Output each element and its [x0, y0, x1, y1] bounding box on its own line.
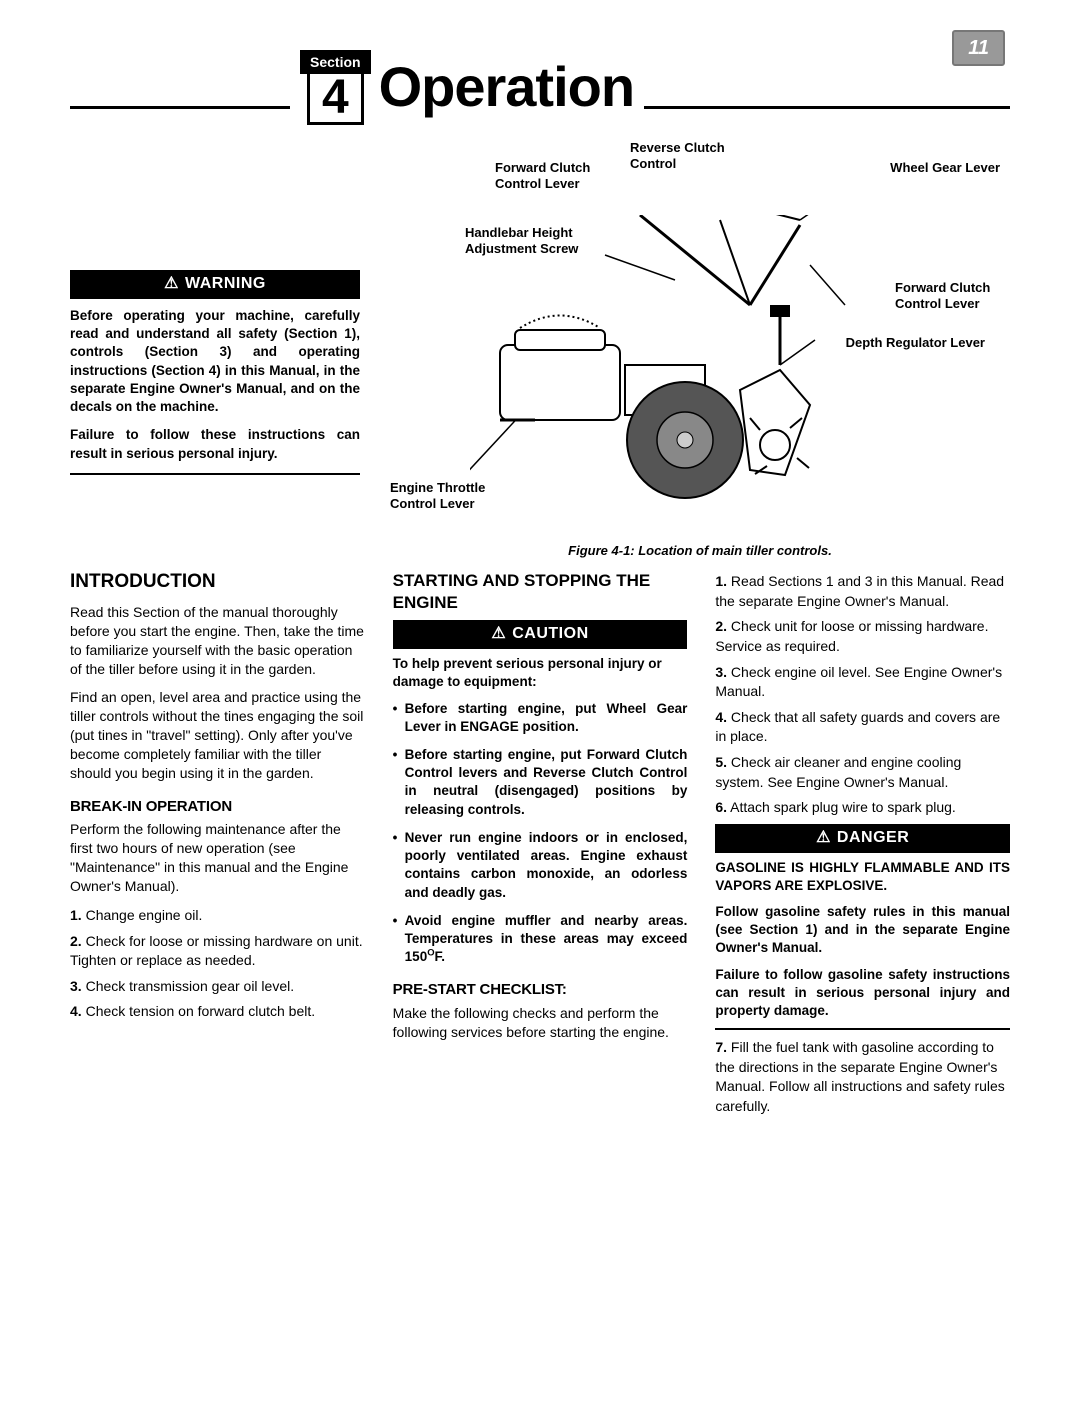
label-forward-clutch-1: Forward Clutch Control Lever [495, 160, 595, 191]
list-item: 7. Fill the fuel tank with gasoline acco… [715, 1038, 1010, 1116]
bullet-item: Never run engine indoors or in enclosed,… [393, 829, 688, 902]
list-item: 5. Check air cleaner and engine cooling … [715, 753, 1010, 792]
starting-heading: STARTING AND STOPPING THE ENGINE [393, 570, 688, 614]
item-text: Change engine oil. [86, 907, 203, 923]
warning-text-2: Failure to follow these instructions can… [70, 426, 360, 462]
item-text: Fill the fuel tank with gasoline accordi… [715, 1039, 1004, 1114]
tiller-icon [470, 215, 880, 535]
label-forward-clutch-2: Forward Clutch Control Lever [895, 280, 995, 311]
item-text: Check for loose or missing hardware on u… [70, 933, 363, 969]
bullet-item: Avoid engine muffler and nearby areas. T… [393, 912, 688, 967]
section-title: Operation [379, 51, 634, 124]
item-text: Check tension on forward clutch belt. [86, 1003, 316, 1019]
list-item: 2. Check unit for loose or missing hardw… [715, 617, 1010, 656]
breakin-p: Perform the following maintenance after … [70, 820, 365, 896]
column-3: 1. Read Sections 1 and 3 in this Manual.… [715, 570, 1010, 1122]
item-text: Check that all safety guards and covers … [715, 709, 1000, 745]
bullet-item: Before starting engine, put Wheel Gear L… [393, 700, 688, 736]
item-text: Check engine oil level. See Engine Owner… [715, 664, 1002, 700]
list-item: 6. Attach spark plug wire to spark plug. [715, 798, 1010, 818]
danger-header: DANGER [715, 824, 1010, 853]
list-item: 2. Check for loose or missing hardware o… [70, 932, 365, 971]
section-header: Section 4 Operation [70, 50, 1010, 125]
warning-rule [70, 473, 360, 475]
page-number: 11 [952, 30, 1005, 66]
caution-intro: To help prevent serious personal injury … [393, 655, 688, 691]
column-1: INTRODUCTION Read this Section of the ma… [70, 570, 365, 1122]
item-text: Check air cleaner and engine cooling sys… [715, 754, 961, 790]
danger-p3: Failure to follow gasoline safety instru… [715, 966, 1010, 1021]
bullet-item: Before starting engine, put Forward Clut… [393, 746, 688, 819]
warning-body: Before operating your machine, carefully… [70, 307, 360, 463]
list-item: 1. Read Sections 1 and 3 in this Manual.… [715, 572, 1010, 611]
list-item: 1. Change engine oil. [70, 906, 365, 926]
list-item: 3. Check transmission gear oil level. [70, 977, 365, 997]
rule-right [644, 106, 1010, 109]
danger-p2: Follow gasoline safety rules in this man… [715, 903, 1010, 958]
item-text: Read Sections 1 and 3 in this Manual. Re… [715, 573, 1004, 609]
bullet-text: Avoid engine muffler and nearby areas. T… [405, 913, 688, 964]
list-item: 4. Check tension on forward clutch belt. [70, 1002, 365, 1022]
danger-body: GASOLINE IS HIGHLY FLAMMABLE AND ITS VAP… [715, 859, 1010, 1021]
list-item: 4. Check that all safety guards and cove… [715, 708, 1010, 747]
label-reverse-clutch: Reverse Clutch Control [630, 140, 740, 171]
rule-left [70, 106, 290, 109]
danger-rule [715, 1028, 1010, 1030]
item-text: Attach spark plug wire to spark plug. [730, 799, 956, 815]
degree-sup: O [427, 948, 434, 959]
bullet-suffix: F. [435, 949, 446, 964]
section-number: 4 [307, 74, 364, 125]
caution-header: CAUTION [393, 620, 688, 649]
intro-p1: Read this Section of the manual thorough… [70, 603, 365, 679]
warning-text-1: Before operating your machine, carefully… [70, 307, 360, 416]
warning-header: WARNING [70, 270, 360, 299]
introduction-heading: INTRODUCTION [70, 570, 365, 595]
item-text: Check unit for loose or missing hardware… [715, 618, 988, 654]
item-text: Check transmission gear oil level. [86, 978, 295, 994]
prestart-p: Make the following checks and perform th… [393, 1004, 688, 1042]
prestart-heading: PRE-START CHECKLIST: [393, 980, 688, 1000]
column-2: STARTING AND STOPPING THE ENGINE CAUTION… [393, 570, 688, 1122]
figure-caption: Figure 4-1: Location of main tiller cont… [390, 543, 1010, 560]
label-wheel-gear: Wheel Gear Lever [890, 160, 1000, 176]
intro-p2: Find an open, level area and practice us… [70, 688, 365, 782]
list-item: 3. Check engine oil level. See Engine Ow… [715, 663, 1010, 702]
figure-diagram: Reverse Clutch Control Forward Clutch Co… [390, 150, 1010, 550]
danger-p1: GASOLINE IS HIGHLY FLAMMABLE AND ITS VAP… [715, 859, 1010, 895]
breakin-heading: BREAK-IN OPERATION [70, 797, 365, 817]
